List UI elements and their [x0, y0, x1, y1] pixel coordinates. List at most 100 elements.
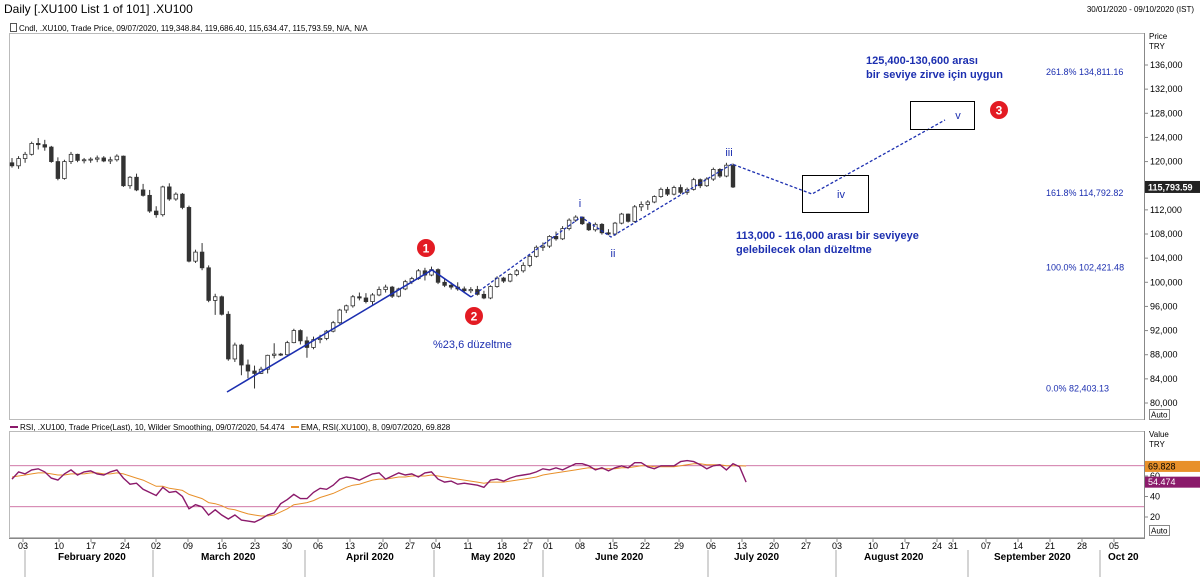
candle-down — [140, 189, 146, 196]
x-tick-label: 01 — [543, 541, 553, 551]
candle-up — [344, 305, 349, 311]
price-axis-title-line1: Price — [1149, 32, 1168, 41]
candle-up — [317, 338, 323, 341]
date-range: 30/01/2020 - 09/10/2020 (IST) — [1086, 5, 1194, 14]
target-annotation-line1: 125,400-130,600 arası — [866, 55, 978, 67]
candle-up — [95, 157, 100, 160]
rsi-tag: 54.474 — [1148, 477, 1176, 487]
price-axis-title-line2: TRY — [1149, 42, 1165, 51]
candle-up — [350, 296, 356, 307]
candle-down — [180, 193, 185, 208]
price-tick-label: 128,000 — [1150, 108, 1183, 118]
candle-up — [160, 186, 165, 216]
target-annotation: 125,400-130,600 arası bir seviye zirve i… — [866, 54, 1003, 82]
candle-down — [442, 281, 447, 286]
price-legend: Cndl, .XU100, Trade Price, 09/07/2020, 1… — [10, 23, 368, 33]
candle-down — [481, 293, 487, 299]
x-tick-label: 08 — [575, 541, 585, 551]
x-tick-label: 06 — [706, 541, 716, 551]
candle-down — [199, 251, 205, 269]
candle-up — [704, 178, 709, 187]
rsi-legend: RSI, .XU100, Trade Price(Last), 10, Wild… — [10, 423, 450, 432]
x-tick-label: 03 — [832, 541, 842, 551]
ema-tag-bg — [1145, 460, 1200, 472]
frames — [9, 33, 1145, 539]
candle-up — [612, 222, 618, 235]
candle-up — [193, 251, 198, 262]
fib-level-label: 161.8% 114,792.82 — [1046, 188, 1123, 198]
candle-up — [691, 179, 696, 190]
rsi-tick-label: 20 — [1150, 512, 1160, 522]
price-tick-label: 124,000 — [1150, 132, 1183, 142]
x-tick-label: 30 — [282, 541, 292, 551]
x-tick-label: 07 — [981, 541, 991, 551]
x-tick-label: 20 — [769, 541, 779, 551]
wave-v-label: v — [955, 110, 961, 122]
candle-down — [475, 289, 480, 295]
x-tick-label: 13 — [737, 541, 747, 551]
candle-up — [645, 201, 650, 205]
price-legend-text: Cndl, .XU100, Trade Price, 09/07/2020, 1… — [19, 24, 368, 33]
candle-up — [527, 255, 533, 266]
candle-down — [226, 313, 231, 360]
candle-down — [278, 353, 283, 356]
candle-down — [625, 213, 631, 222]
candle-up — [271, 353, 277, 356]
candle-up — [619, 213, 624, 224]
target-annotation-line2: bir seviye zirve için uygun — [866, 69, 1003, 81]
candle-up — [22, 153, 28, 159]
x-tick-label: 24 — [120, 541, 130, 551]
candle-up — [285, 342, 290, 356]
rsi-axis-title: Value TRY — [1149, 430, 1169, 450]
fib-level-label: 261.8% 134,811.16 — [1046, 67, 1123, 77]
x-tick-label: 16 — [217, 541, 227, 551]
marker-1-label: 1 — [423, 242, 430, 256]
candle-up — [108, 159, 113, 162]
candle-up — [370, 294, 375, 303]
x-tick-label: 11 — [463, 541, 472, 551]
rsi-auto-button-frame — [1149, 525, 1170, 536]
candle-up — [658, 188, 664, 197]
candle-up — [62, 161, 67, 179]
rsi-legend-icon — [10, 426, 18, 428]
x-tick-label: 22 — [640, 541, 650, 551]
price-auto-button-frame — [1149, 409, 1170, 420]
last-price-tag: 115,793.59 — [1148, 182, 1193, 192]
candle-up — [534, 246, 539, 257]
wave-1-2-line — [226, 269, 472, 393]
last-price-tag-bg — [1145, 180, 1200, 193]
candle-up — [573, 216, 578, 221]
x-tick-label: 27 — [801, 541, 811, 551]
candle-up — [291, 330, 297, 344]
x-tick-label: 28 — [1077, 541, 1087, 551]
month-label: Oct 20 — [1108, 552, 1139, 563]
candle-down — [389, 286, 395, 297]
price-axis-title: Price TRY — [1149, 32, 1167, 52]
candle-up — [114, 155, 120, 161]
rsi-panel-frame — [9, 431, 1145, 538]
candle-up — [383, 286, 388, 290]
candle-down — [55, 161, 61, 179]
candle-down — [252, 370, 257, 374]
candle-up — [127, 176, 133, 187]
month-label: June 2020 — [595, 552, 644, 563]
candle-down — [462, 288, 467, 292]
rsi-axis-ticks: 60 40 20 — [10, 465, 1160, 522]
candle-down — [448, 284, 454, 288]
candle-down — [36, 143, 41, 146]
ema-legend-icon — [290, 426, 299, 428]
rsi-legend-text: RSI, .XU100, Trade Price(Last), 10, Wild… — [20, 423, 285, 432]
candlesticks — [9, 138, 736, 389]
x-tick-label: 10 — [868, 541, 878, 551]
wave-iv-label: iv — [837, 189, 845, 201]
candle-up — [652, 196, 657, 203]
candle-down — [49, 146, 54, 162]
candle-down — [665, 188, 670, 195]
price-tick-label: 88,000 — [1150, 350, 1178, 360]
candle-down — [553, 236, 559, 240]
fib-levels: 261.8% 134,811.16 161.8% 114,792.82 100.0%… — [1046, 67, 1124, 393]
marker-1-circle — [417, 239, 435, 257]
x-tick-label: 31 — [948, 541, 958, 551]
candle-down — [153, 210, 159, 216]
price-tick-label: 84,000 — [1150, 374, 1178, 384]
